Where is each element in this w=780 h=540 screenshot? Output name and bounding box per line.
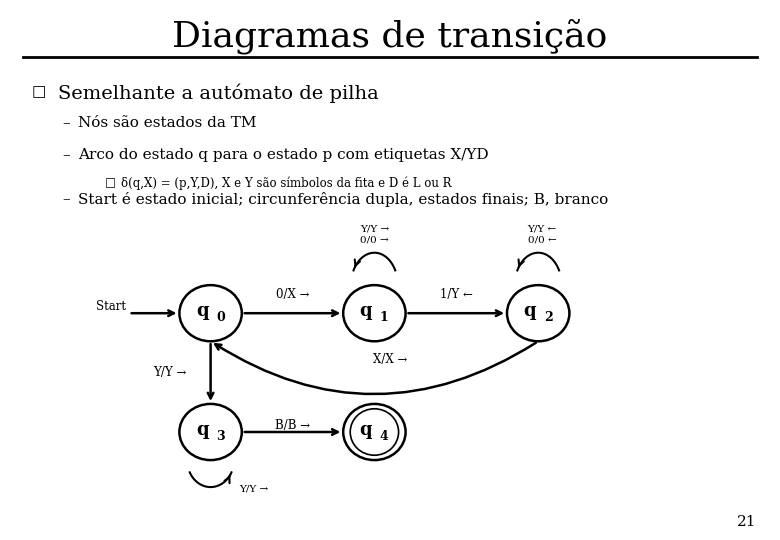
Text: q: q <box>523 302 536 320</box>
Text: Start é estado inicial; circunferência dupla, estados finais; B, branco: Start é estado inicial; circunferência d… <box>78 192 608 207</box>
Text: 1: 1 <box>380 311 388 324</box>
Ellipse shape <box>179 285 242 341</box>
Text: –: – <box>62 116 70 130</box>
Text: Semelhante a autómato de pilha: Semelhante a autómato de pilha <box>58 84 379 103</box>
Text: Y/Y →
0/0 →: Y/Y → 0/0 → <box>360 225 389 245</box>
Text: Start: Start <box>97 300 126 313</box>
Text: Nós são estados da TM: Nós são estados da TM <box>78 116 257 130</box>
Text: Y/Y ←
0/0 ←: Y/Y ← 0/0 ← <box>527 225 557 245</box>
Text: 4: 4 <box>380 430 388 443</box>
Text: Y/Y →: Y/Y → <box>154 366 186 379</box>
Text: q: q <box>360 421 372 439</box>
Text: –: – <box>62 148 70 163</box>
Text: 2: 2 <box>544 311 552 324</box>
Text: δ(q,X) = (p,Y,D), X e Y são símbolos da fita e D é L ou R: δ(q,X) = (p,Y,D), X e Y são símbolos da … <box>121 177 452 190</box>
Ellipse shape <box>507 285 569 341</box>
Text: –: – <box>62 192 70 206</box>
Ellipse shape <box>179 404 242 460</box>
Text: 21: 21 <box>737 515 757 529</box>
Ellipse shape <box>343 404 406 460</box>
Text: □: □ <box>31 84 45 99</box>
Ellipse shape <box>343 285 406 341</box>
Text: 0: 0 <box>216 311 225 324</box>
Text: 0/X →: 0/X → <box>276 288 309 301</box>
Text: q: q <box>360 302 372 320</box>
Text: 1/Y ←: 1/Y ← <box>440 288 473 301</box>
Text: 3: 3 <box>216 430 225 443</box>
Text: Y/Y →: Y/Y → <box>239 484 268 494</box>
Text: q: q <box>196 421 208 439</box>
Text: Arco do estado q para o estado p com etiquetas X/YD: Arco do estado q para o estado p com eti… <box>78 148 488 163</box>
Text: B/B →: B/B → <box>275 419 310 432</box>
Text: Diagramas de transição: Diagramas de transição <box>172 19 608 55</box>
Text: □: □ <box>105 177 116 190</box>
Text: q: q <box>196 302 208 320</box>
Text: X/X →: X/X → <box>373 353 407 366</box>
